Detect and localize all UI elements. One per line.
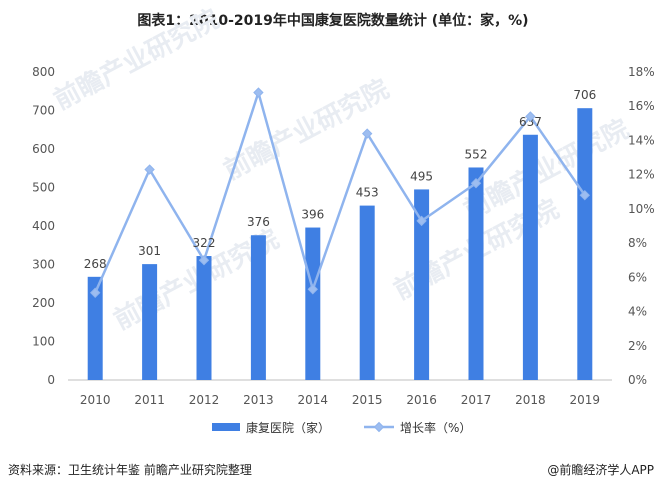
bar <box>414 189 430 380</box>
credit-note: @前瞻经济学人APP <box>547 463 654 477</box>
bar <box>305 227 321 380</box>
watermark-0: 前瞻产业研究院 <box>49 3 224 116</box>
x-tick-label: 2014 <box>298 393 329 407</box>
y-left-tick-label: 500 <box>32 181 55 195</box>
y-left-tick-label: 100 <box>32 335 55 349</box>
y-left-tick-label: 600 <box>32 142 55 156</box>
bar-value-label: 637 <box>519 115 542 129</box>
x-tick-label: 2012 <box>189 393 220 407</box>
y-right-tick-label: 4% <box>628 305 647 319</box>
bar <box>87 276 103 380</box>
source-note: 资料来源：卫生统计年鉴 前瞻产业研究院整理 <box>8 463 252 477</box>
growth-point <box>144 164 155 175</box>
y-left-tick-label: 200 <box>32 296 55 310</box>
y-right-tick-label: 12% <box>628 168 655 182</box>
x-tick-label: 2016 <box>406 393 437 407</box>
bar-value-label: 453 <box>356 186 379 200</box>
bar <box>250 235 266 380</box>
bar <box>196 256 212 380</box>
y-right-tick-label: 0% <box>628 373 647 387</box>
bar-value-label: 322 <box>193 236 216 250</box>
bar-value-label: 495 <box>410 169 433 183</box>
y-right-tick-label: 18% <box>628 65 655 79</box>
bar-value-label: 552 <box>465 147 488 161</box>
bar <box>522 134 538 380</box>
y-left-tick-label: 400 <box>32 219 55 233</box>
y-right-tick-label: 16% <box>628 99 655 113</box>
y-right-tick-label: 10% <box>628 202 655 216</box>
growth-point <box>361 128 373 139</box>
growth-point <box>253 87 264 98</box>
y-left-tick-label: 300 <box>32 258 55 272</box>
bar <box>359 205 375 380</box>
bar-value-label: 396 <box>301 208 324 222</box>
bar-value-label: 268 <box>84 257 107 271</box>
chart-title: 图表1：2010-2019年中国康复医院数量统计 (单位：家，%) <box>137 13 529 29</box>
y-right-tick-label: 2% <box>628 339 647 353</box>
growth-point <box>470 178 482 189</box>
x-tick-label: 2018 <box>515 393 546 407</box>
legend-line-marker <box>373 421 385 433</box>
legend-line-label: 增长率（%） <box>400 420 471 435</box>
x-tick-label: 2010 <box>80 393 111 407</box>
growth-point <box>525 111 536 122</box>
growth-point <box>416 215 427 227</box>
bar <box>577 108 593 380</box>
growth-point <box>198 255 210 266</box>
bar <box>468 167 484 380</box>
x-tick-label: 2019 <box>570 393 601 407</box>
x-tick-label: 2017 <box>461 393 492 407</box>
x-tick-label: 2015 <box>352 393 383 407</box>
growth-point <box>307 284 319 295</box>
x-tick-label: 2013 <box>243 393 274 407</box>
growth-point <box>579 189 591 201</box>
legend-bar-label: 康复医院（家） <box>246 420 330 435</box>
y-left-tick-label: 0 <box>47 373 55 387</box>
bar-value-label: 376 <box>247 215 270 229</box>
y-right-tick-label: 14% <box>628 133 655 147</box>
bar-value-label: 301 <box>138 244 161 258</box>
y-left-tick-label: 700 <box>32 104 55 118</box>
y-right-tick-label: 8% <box>628 236 647 250</box>
x-tick-label: 2011 <box>134 393 165 407</box>
bar <box>142 264 158 380</box>
growth-point <box>89 287 101 298</box>
bar-value-label: 706 <box>573 88 596 102</box>
y-right-tick-label: 6% <box>628 270 647 284</box>
y-left-tick-label: 800 <box>32 65 55 79</box>
growth-line <box>94 88 586 294</box>
legend-bar-swatch <box>212 423 240 431</box>
